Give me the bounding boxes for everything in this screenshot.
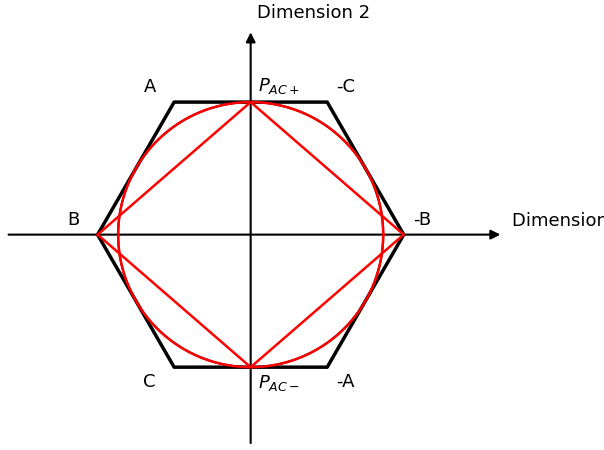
Text: -C: -C [336, 78, 355, 96]
Text: B: B [67, 211, 79, 229]
Text: -B: -B [413, 211, 431, 229]
Text: C: C [143, 374, 156, 392]
Text: -A: -A [336, 374, 355, 392]
Text: $P_{AC+}$: $P_{AC+}$ [259, 76, 300, 96]
Text: Dimension 1: Dimension 1 [512, 212, 604, 230]
Text: A: A [143, 78, 156, 96]
Text: $P_{AC-}$: $P_{AC-}$ [259, 374, 300, 393]
Text: Dimension 2: Dimension 2 [257, 4, 370, 22]
